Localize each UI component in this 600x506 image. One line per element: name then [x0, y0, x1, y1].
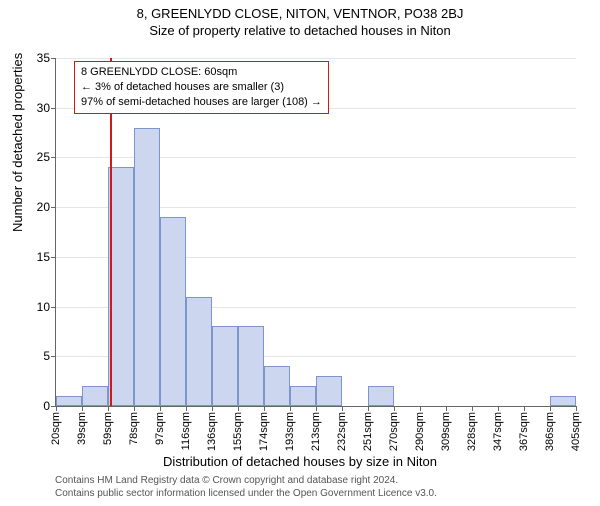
histogram-bar	[316, 376, 342, 406]
xtick-mark	[186, 406, 187, 411]
xtick-mark	[550, 406, 551, 411]
xtick-mark	[342, 406, 343, 411]
xtick-label: 328sqm	[466, 412, 478, 451]
ytick-label: 15	[37, 250, 50, 264]
annotation-line2: ← 3% of detached houses are smaller (3)	[81, 80, 322, 95]
histogram-chart: 0510152025303520sqm39sqm59sqm78sqm97sqm1…	[55, 58, 576, 407]
xtick-mark	[498, 406, 499, 411]
xtick-mark	[56, 406, 57, 411]
xtick-label: 97sqm	[154, 412, 166, 445]
ytick-mark	[51, 307, 56, 308]
xtick-mark	[108, 406, 109, 411]
xtick-label: 290sqm	[414, 412, 426, 451]
ytick-label: 25	[37, 150, 50, 164]
attribution-line-2: Contains public sector information licen…	[55, 487, 437, 500]
ytick-label: 35	[37, 51, 50, 65]
histogram-bar	[264, 366, 290, 406]
annotation-line3: 97% of semi-detached houses are larger (…	[81, 95, 322, 110]
page-subtitle: Size of property relative to detached ho…	[0, 23, 600, 38]
xtick-label: 39sqm	[76, 412, 88, 445]
y-axis-label: Number of detached properties	[10, 53, 25, 232]
attribution-text: Contains HM Land Registry data © Crown c…	[55, 474, 437, 500]
ytick-mark	[51, 58, 56, 59]
xtick-mark	[82, 406, 83, 411]
xtick-mark	[524, 406, 525, 411]
ytick-label: 5	[43, 349, 50, 363]
xtick-label: 367sqm	[518, 412, 530, 451]
xtick-mark	[472, 406, 473, 411]
annotation-box: 8 GREENLYDD CLOSE: 60sqm← 3% of detached…	[74, 61, 329, 114]
xtick-label: 78sqm	[128, 412, 140, 445]
xtick-label: 213sqm	[310, 412, 322, 451]
xtick-label: 59sqm	[102, 412, 114, 445]
ytick-label: 10	[37, 300, 50, 314]
x-axis-label: Distribution of detached houses by size …	[0, 454, 600, 469]
xtick-mark	[290, 406, 291, 411]
xtick-mark	[212, 406, 213, 411]
ytick-label: 20	[37, 200, 50, 214]
attribution-line-1: Contains HM Land Registry data © Crown c…	[55, 474, 437, 487]
ytick-mark	[51, 207, 56, 208]
histogram-bar	[212, 326, 238, 406]
xtick-mark	[160, 406, 161, 411]
xtick-mark	[576, 406, 577, 411]
xtick-label: 193sqm	[284, 412, 296, 451]
ytick-mark	[51, 157, 56, 158]
xtick-label: 251sqm	[362, 412, 374, 451]
xtick-mark	[368, 406, 369, 411]
histogram-bar	[186, 297, 212, 406]
histogram-bar	[290, 386, 316, 406]
xtick-mark	[446, 406, 447, 411]
annotation-line1: 8 GREENLYDD CLOSE: 60sqm	[81, 65, 322, 80]
xtick-mark	[394, 406, 395, 411]
gridline	[56, 58, 576, 59]
xtick-label: 155sqm	[232, 412, 244, 451]
ytick-mark	[51, 108, 56, 109]
xtick-mark	[316, 406, 317, 411]
xtick-mark	[264, 406, 265, 411]
histogram-bar	[134, 128, 160, 406]
ytick-label: 30	[37, 101, 50, 115]
xtick-label: 136sqm	[206, 412, 218, 451]
xtick-label: 270sqm	[388, 412, 400, 451]
histogram-bar	[550, 396, 576, 406]
xtick-label: 405sqm	[570, 412, 582, 451]
histogram-bar	[238, 326, 264, 406]
xtick-label: 174sqm	[258, 412, 270, 451]
xtick-label: 347sqm	[492, 412, 504, 451]
ytick-mark	[51, 356, 56, 357]
histogram-bar	[368, 386, 394, 406]
xtick-label: 232sqm	[336, 412, 348, 451]
xtick-label: 20sqm	[50, 412, 62, 445]
histogram-bar	[56, 396, 82, 406]
xtick-label: 309sqm	[440, 412, 452, 451]
xtick-mark	[238, 406, 239, 411]
xtick-label: 386sqm	[544, 412, 556, 451]
xtick-mark	[134, 406, 135, 411]
page-title: 8, GREENLYDD CLOSE, NITON, VENTNOR, PO38…	[0, 6, 600, 21]
ytick-mark	[51, 257, 56, 258]
ytick-label: 0	[43, 399, 50, 413]
xtick-label: 116sqm	[180, 412, 192, 450]
histogram-bar	[82, 386, 108, 406]
xtick-mark	[420, 406, 421, 411]
histogram-bar	[160, 217, 186, 406]
